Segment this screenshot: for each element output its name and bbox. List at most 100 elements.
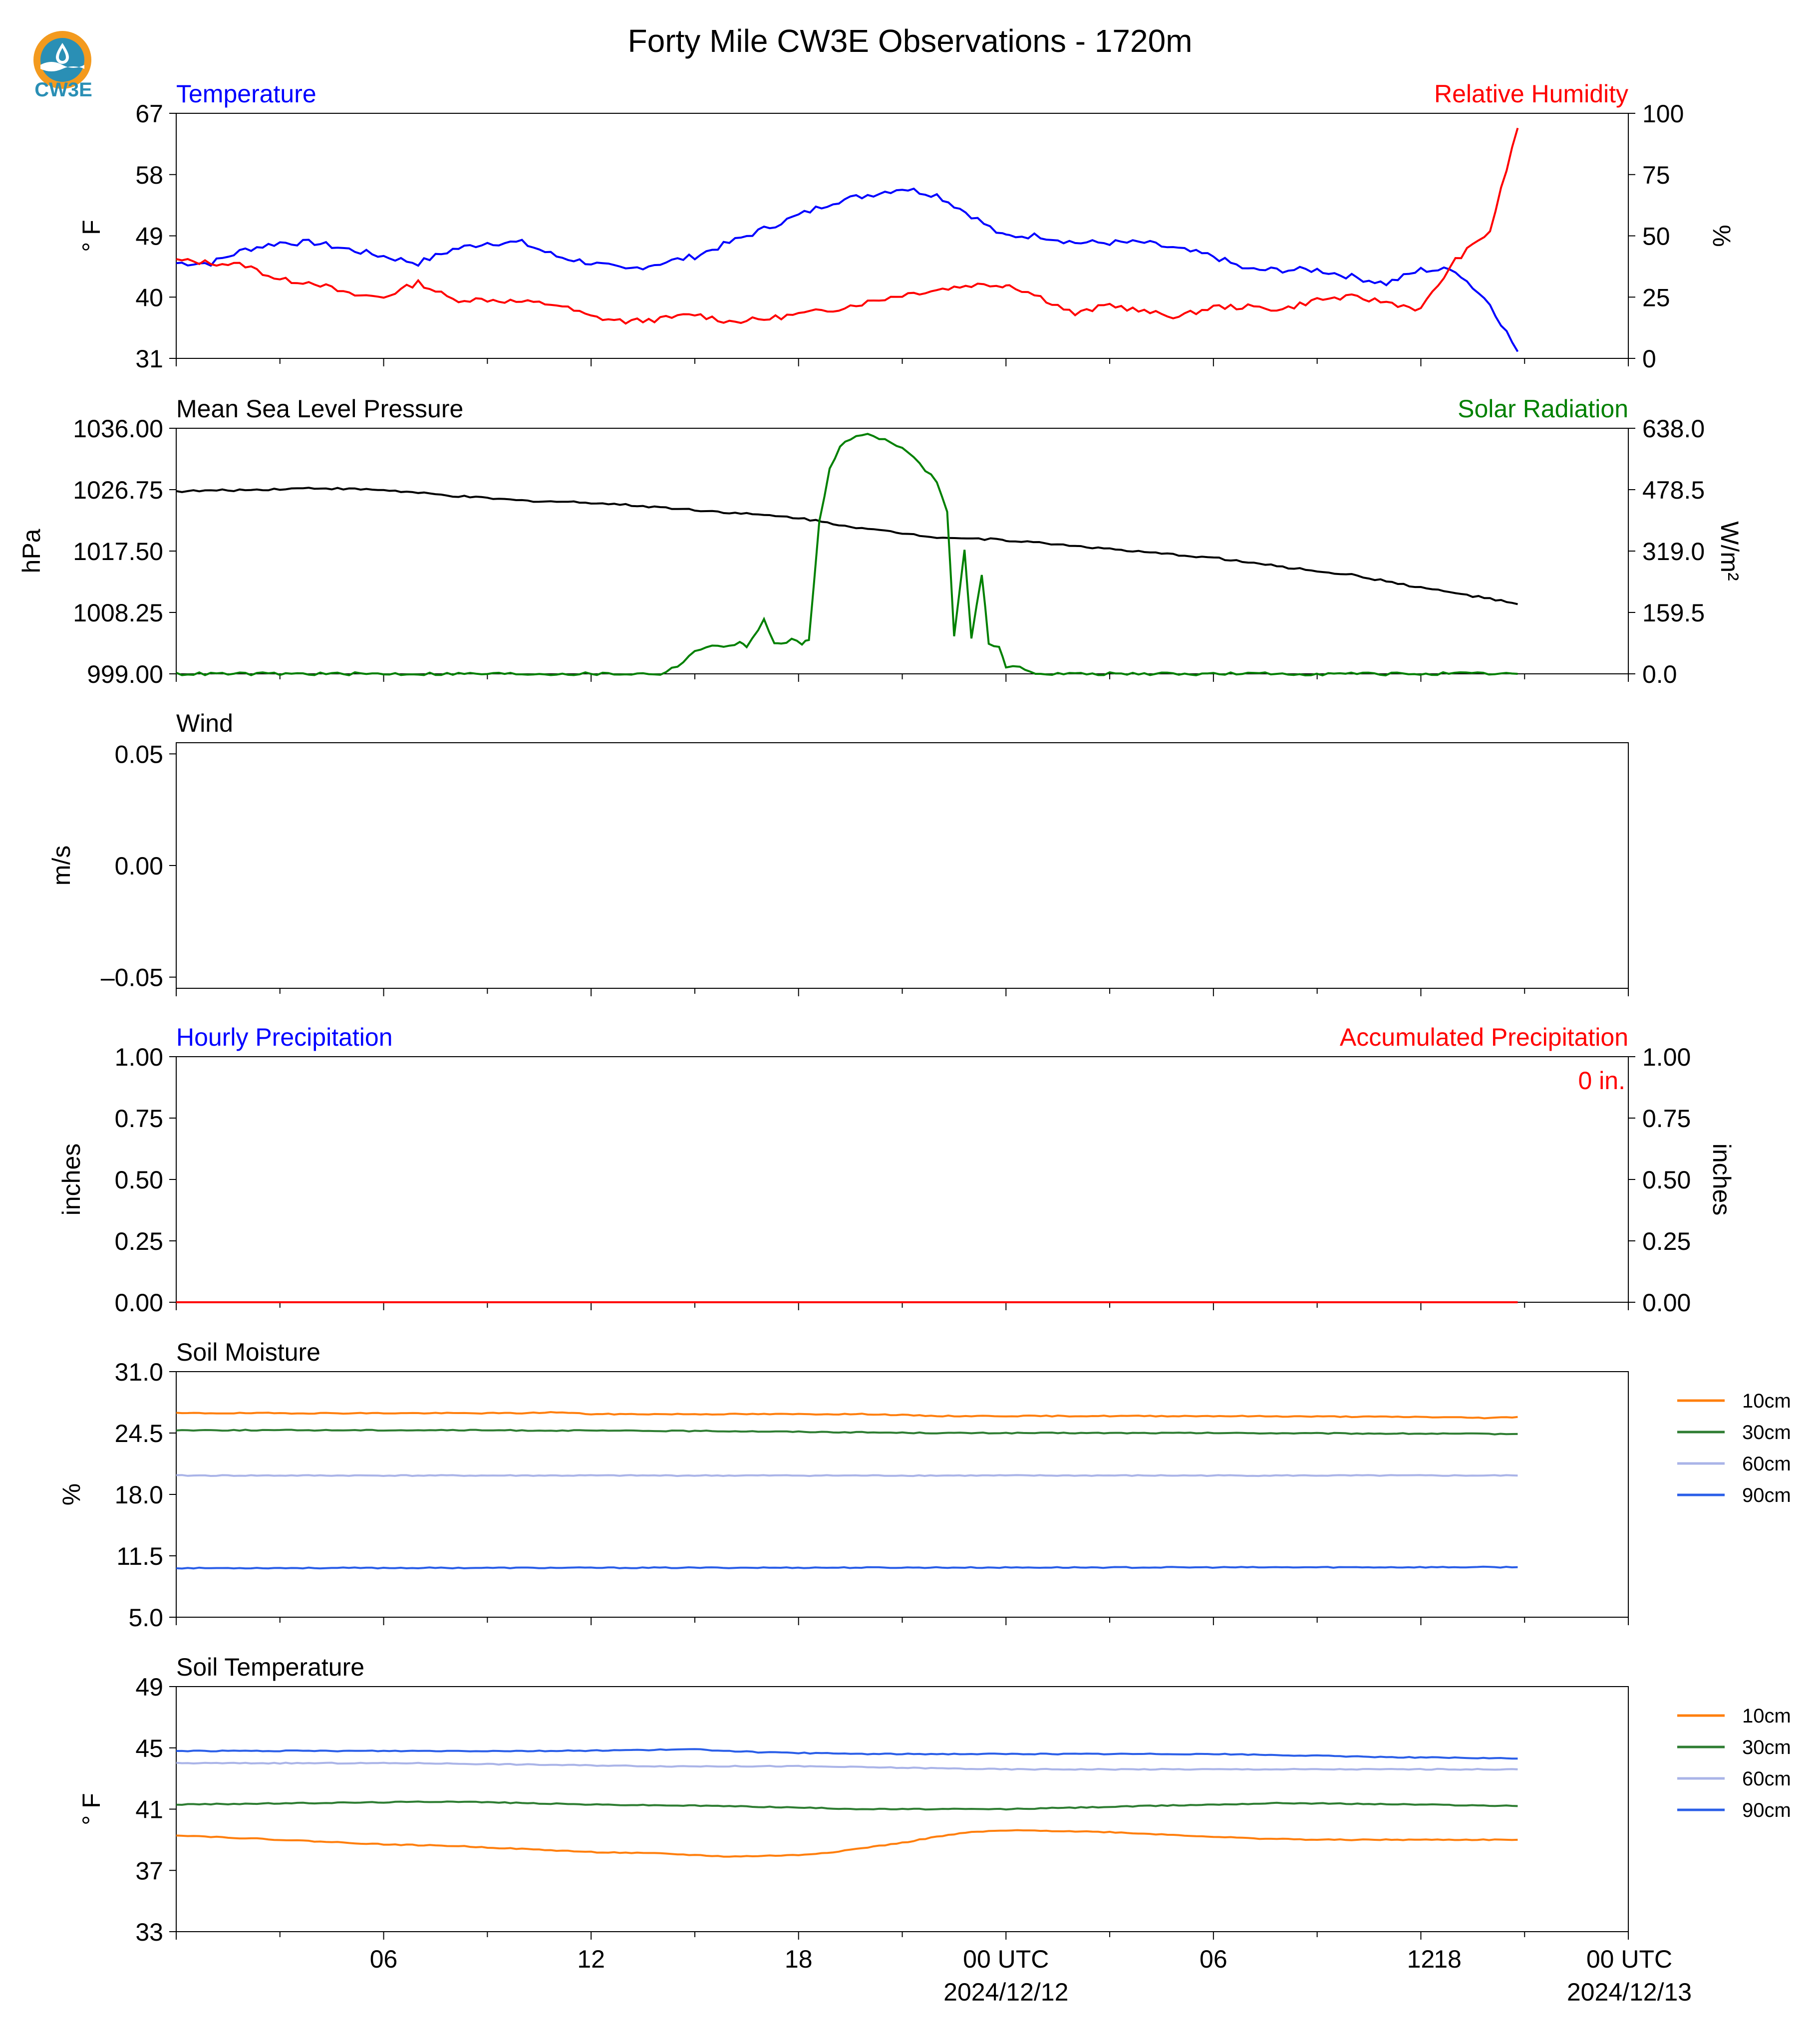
xtick-label: 18 bbox=[1434, 1945, 1462, 1973]
ytick-label: 49 bbox=[135, 223, 163, 251]
plot-frame bbox=[176, 742, 1629, 989]
ytick-label: 999.00 bbox=[87, 660, 163, 688]
ylabel-right: inches bbox=[1708, 1144, 1736, 1216]
ytick-label: 58 bbox=[135, 161, 163, 189]
ylabel-right: W/m² bbox=[1716, 521, 1744, 580]
series-line-90cm bbox=[176, 1565, 1518, 1570]
ytick-label-right: 50 bbox=[1642, 223, 1670, 251]
ytick-label: 45 bbox=[135, 1735, 163, 1762]
series-line-30cm bbox=[176, 1429, 1518, 1436]
legend-label: 30cm bbox=[1742, 1737, 1791, 1758]
panel-title-left: Wind bbox=[176, 709, 233, 737]
panel-title-left: Soil Temperature bbox=[176, 1653, 364, 1681]
panel-precip: Hourly Precipitation Accumulated Precipit… bbox=[57, 1023, 1736, 1317]
ytick-label: 11.5 bbox=[116, 1542, 163, 1570]
panel-temperature_rh: Temperature Relative Humidity 31 40 49 58 67 0 2… bbox=[77, 80, 1736, 373]
date-label: 2024/12/13 bbox=[1567, 1978, 1692, 2006]
ytick-label: 1008.25 bbox=[73, 599, 163, 627]
xtick-label: 06 bbox=[1200, 1945, 1227, 1973]
ytick-label-right: 478.5 bbox=[1642, 476, 1705, 504]
legend-label: 90cm bbox=[1742, 1799, 1791, 1821]
panel-soil_moisture: Soil Moisture 5.0 11.5 18.0 24.5 31.0% 10cm 30c… bbox=[57, 1338, 1791, 1632]
ylabel-left: inches bbox=[57, 1144, 85, 1216]
ylabel-left: ° F bbox=[77, 1793, 105, 1825]
series-line-30cm bbox=[176, 1800, 1518, 1811]
plot-frame bbox=[176, 428, 1629, 674]
ytick-label-right: 25 bbox=[1642, 284, 1670, 311]
xtick-label: 00 UTC bbox=[1586, 1945, 1672, 1973]
ytick-label: 5.0 bbox=[128, 1604, 163, 1632]
series-line-10cm bbox=[176, 1411, 1518, 1420]
ytick-label-right: 0.25 bbox=[1642, 1227, 1691, 1255]
figure-title: Forty Mile CW3E Observations - 1720m bbox=[628, 23, 1193, 59]
ytick-label: 18.0 bbox=[115, 1481, 163, 1509]
ytick-label-right: 0.0 bbox=[1642, 660, 1677, 688]
ytick-label: –0.05 bbox=[101, 964, 163, 992]
ylabel-left: hPa bbox=[17, 529, 45, 573]
plot-frame bbox=[176, 1056, 1629, 1303]
ytick-label: 0.00 bbox=[115, 1289, 163, 1317]
ytick-label: 49 bbox=[135, 1673, 163, 1701]
ylabel-left: ° F bbox=[77, 220, 105, 252]
ytick-label: 37 bbox=[135, 1857, 163, 1885]
xtick-label: 12 bbox=[577, 1945, 605, 1973]
ytick-label: 1017.50 bbox=[73, 538, 163, 566]
ytick-label-right: 0.75 bbox=[1642, 1105, 1691, 1133]
ytick-label-right: 0.50 bbox=[1642, 1166, 1691, 1194]
panel-title-left: Mean Sea Level Pressure bbox=[176, 395, 463, 423]
ytick-label: 0.00 bbox=[115, 852, 163, 880]
ytick-label-right: 0 bbox=[1642, 345, 1656, 373]
xtick-label: 18 bbox=[785, 1945, 813, 1973]
ytick-label: 0.25 bbox=[115, 1227, 163, 1255]
ytick-label: 0.75 bbox=[115, 1105, 163, 1133]
panel-title-left: Temperature bbox=[176, 80, 316, 108]
ytick-label: 31.0 bbox=[115, 1358, 163, 1386]
ytick-label: 33 bbox=[135, 1918, 163, 1946]
logo-text: CW3E bbox=[34, 79, 92, 101]
panel-wind: Wind –0.05 0.00 0.05 m/s bbox=[47, 709, 1629, 996]
ytick-label: 1036.00 bbox=[73, 415, 163, 443]
series-line-10cm bbox=[176, 1829, 1518, 1858]
ytick-label: 31 bbox=[135, 345, 163, 373]
xtick-label: 12 bbox=[1407, 1945, 1435, 1973]
series-line-temperature bbox=[176, 187, 1519, 352]
panel-title-right: Solar Radiation bbox=[1458, 395, 1628, 423]
legend-label: 10cm bbox=[1742, 1390, 1791, 1412]
series-line-90cm bbox=[176, 1748, 1518, 1760]
ytick-label: 0.05 bbox=[115, 740, 163, 768]
legend-label: 10cm bbox=[1742, 1705, 1791, 1727]
ytick-label-right: 319.0 bbox=[1642, 538, 1705, 566]
ytick-label-right: 75 bbox=[1642, 161, 1670, 189]
ytick-label: 40 bbox=[135, 284, 163, 311]
plot-frame bbox=[176, 1371, 1629, 1618]
cw3e-logo bbox=[33, 31, 91, 89]
ytick-label-right: 1.00 bbox=[1642, 1043, 1691, 1071]
panel-title-left: Soil Moisture bbox=[176, 1338, 320, 1366]
ylabel-left: m/s bbox=[47, 846, 75, 886]
ytick-label: 67 bbox=[135, 100, 163, 128]
panel-title-right: Relative Humidity bbox=[1434, 80, 1628, 108]
ytick-label: 24.5 bbox=[115, 1420, 163, 1448]
xtick-label: 00 UTC bbox=[963, 1945, 1049, 1973]
ytick-label-right: 159.5 bbox=[1642, 599, 1705, 627]
xtick-label: 06 bbox=[370, 1945, 398, 1973]
ylabel-right: % bbox=[1708, 225, 1736, 247]
plot-frame bbox=[176, 113, 1629, 359]
ytick-label: 0.50 bbox=[115, 1166, 163, 1194]
ylabel-left: % bbox=[57, 1483, 85, 1505]
series-line-60cm bbox=[176, 1761, 1518, 1771]
series-line-relative-humidity bbox=[176, 127, 1519, 325]
ytick-label-right: 638.0 bbox=[1642, 415, 1705, 443]
ytick-label: 1.00 bbox=[115, 1043, 163, 1071]
legend-label: 30cm bbox=[1742, 1422, 1791, 1444]
accumulated-total-label: 0 in. bbox=[1578, 1067, 1625, 1095]
panel-soil_temperature: Soil Temperature 33 37 41 45 49 ° F 10cm 30cm 60c… bbox=[77, 1653, 1791, 1946]
series-line-60cm bbox=[176, 1474, 1518, 1477]
ytick-label-right: 100 bbox=[1642, 100, 1684, 128]
series-line-solar-radiation bbox=[176, 433, 1518, 677]
legend-label: 90cm bbox=[1742, 1484, 1791, 1506]
series-line-mean-sea-level-pressure bbox=[176, 487, 1518, 605]
ytick-label: 41 bbox=[135, 1796, 163, 1824]
